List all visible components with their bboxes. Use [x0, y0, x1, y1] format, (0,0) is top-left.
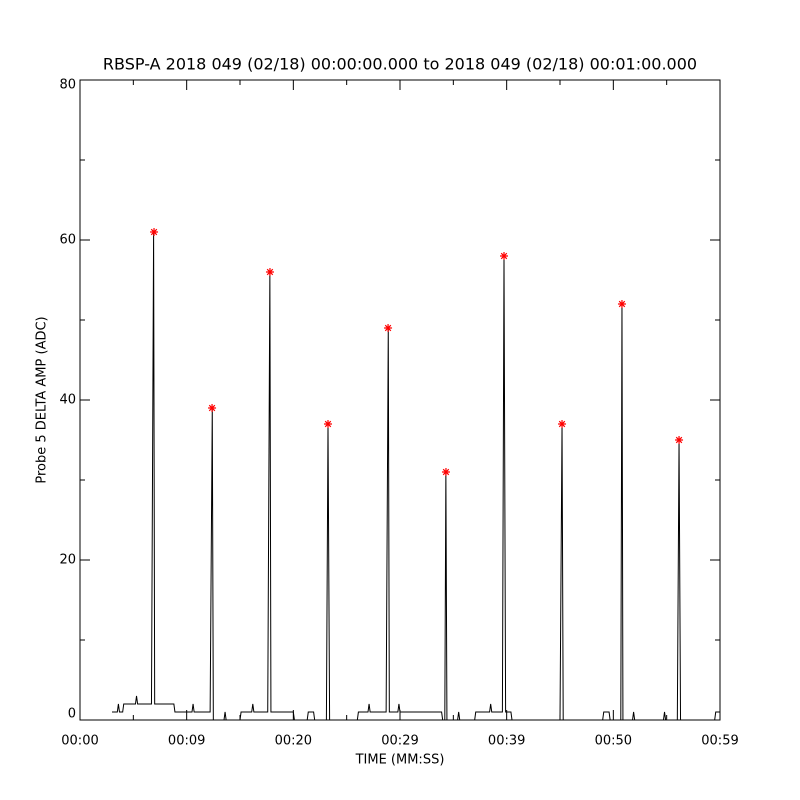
peak-marker — [208, 404, 217, 412]
peak-marker — [150, 228, 159, 236]
peak-marker — [675, 436, 684, 444]
signal-line — [112, 231, 720, 721]
x-tick-label: 00:29 — [381, 734, 418, 749]
peak-marker — [384, 324, 393, 332]
plot-frame — [79, 79, 721, 721]
peak-marker — [265, 268, 274, 276]
peak-marker — [617, 300, 626, 308]
x-tick-label: 00:59 — [701, 734, 738, 749]
y-tick-label: 0 — [68, 707, 76, 722]
peak-marker — [500, 252, 508, 260]
peak-marker — [324, 420, 332, 428]
peak-marker — [558, 420, 567, 428]
chart-title: RBSP-A 2018 049 (02/18) 00:00:00.000 to … — [103, 55, 697, 74]
y-tick-label: 20 — [59, 553, 76, 568]
x-tick-label: 00:00 — [61, 734, 98, 749]
x-tick-label: 00:50 — [595, 734, 632, 749]
y-tick-label: 80 — [59, 78, 76, 93]
x-tick-label: 00:39 — [488, 734, 525, 749]
y-tick-label: 60 — [59, 233, 76, 248]
y-tick-label: 40 — [59, 393, 76, 408]
x-axis-label: TIME (MM:SS) — [355, 753, 445, 768]
y-axis-label: Probe 5 DELTA AMP (ADC) — [35, 316, 50, 483]
x-tick-label: 00:09 — [168, 734, 205, 749]
x-tick-label: 00:20 — [275, 734, 312, 749]
peak-marker — [441, 468, 450, 476]
